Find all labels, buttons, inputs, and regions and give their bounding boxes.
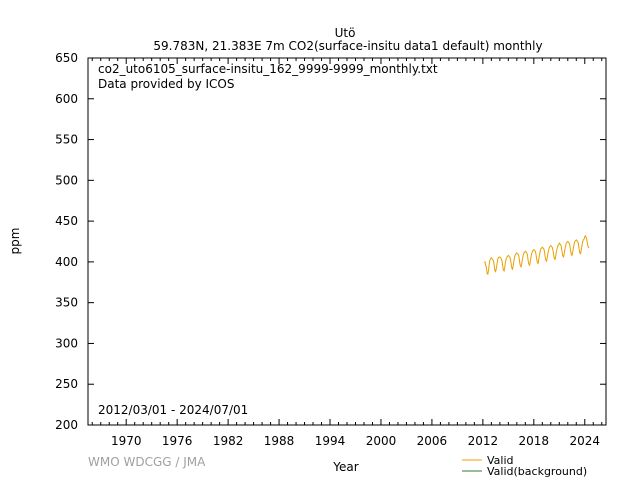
x-tick-label: 2012 (468, 434, 499, 448)
y-axis-label: ppm (8, 228, 22, 255)
y-axis: 200 250 300 350 400 450 500 550 600 650 (55, 51, 606, 432)
x-tick-label: 1994 (315, 434, 346, 448)
series-layer (483, 234, 590, 276)
annotation-filename: co2_uto6105_surface-insitu_162_9999-9999… (98, 62, 438, 76)
x-tick-label: 1970 (111, 434, 142, 448)
x-tick-label: 2024 (569, 434, 600, 448)
x-tick-label: 1982 (213, 434, 244, 448)
date-range-label: 2012/03/01 - 2024/07/01 (98, 403, 248, 417)
legend-label-valid: Valid (487, 454, 514, 467)
x-tick-label: 2000 (366, 434, 397, 448)
x-axis: 1970 1976 1982 1988 1994 2000 2006 2012 2018 2024 (91, 58, 603, 448)
x-tick-label: 1976 (162, 434, 193, 448)
x-tick-label: 1988 (264, 434, 295, 448)
y-tick-label: 400 (55, 255, 78, 269)
y-tick-label: 650 (55, 51, 78, 65)
x-axis-label: Year (332, 460, 358, 474)
plot-frame (87, 57, 607, 426)
legend: Valid Valid(background) (462, 454, 587, 478)
y-tick-label: 350 (55, 296, 78, 310)
chart-subtitle: 59.783N, 21.383E 7m CO2(surface-insitu d… (153, 39, 542, 53)
y-tick-label: 250 (55, 377, 78, 391)
chart-title: Utö (335, 26, 356, 40)
credit-text: WMO WDCGG / JMA (88, 455, 206, 469)
y-tick-label: 300 (55, 336, 78, 350)
y-tick-label: 500 (55, 173, 78, 187)
y-tick-label: 450 (55, 214, 78, 228)
series-line-0 (483, 234, 590, 276)
y-tick-label: 200 (55, 418, 78, 432)
x-tick-label: 2018 (519, 434, 550, 448)
legend-label-valid-background: Valid(background) (487, 465, 587, 478)
y-tick-label: 600 (55, 92, 78, 106)
annotation-provider: Data provided by ICOS (98, 77, 234, 91)
x-tick-label: 2006 (417, 434, 448, 448)
y-tick-label: 550 (55, 133, 78, 147)
